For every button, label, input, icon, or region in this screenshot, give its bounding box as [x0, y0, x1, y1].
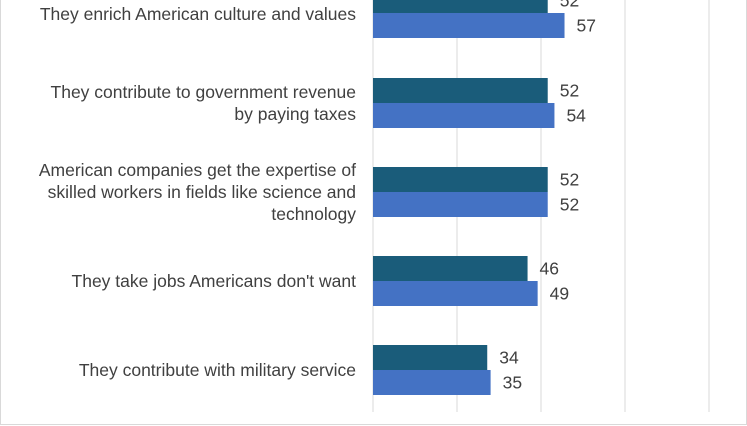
data-label: 52 — [560, 170, 579, 190]
data-label: 52 — [560, 195, 579, 215]
bar — [373, 192, 548, 217]
category-label-military: They contribute with military service — [78, 360, 356, 380]
bar — [373, 281, 538, 306]
category-label-jobs: They take jobs Americans don't want — [71, 271, 356, 291]
bar — [373, 370, 491, 395]
data-label: 52 — [560, 0, 579, 11]
data-label: 34 — [499, 348, 519, 368]
data-label: 35 — [503, 373, 522, 393]
data-label: 46 — [540, 259, 559, 279]
bar — [373, 78, 548, 103]
bar — [373, 103, 555, 128]
category-label-culture: They enrich American culture and values — [39, 4, 356, 24]
data-label: 49 — [550, 284, 569, 304]
bar — [373, 345, 488, 370]
data-label: 52 — [560, 81, 579, 101]
category-label-expertise: American companies get the expertise of … — [38, 160, 356, 224]
bar — [373, 256, 528, 281]
bar — [373, 0, 548, 13]
category-label-taxes: They contribute to government revenue by… — [50, 82, 356, 124]
data-label: 54 — [566, 106, 586, 126]
bar — [373, 13, 565, 38]
bar — [373, 167, 548, 192]
data-label: 57 — [577, 16, 596, 36]
